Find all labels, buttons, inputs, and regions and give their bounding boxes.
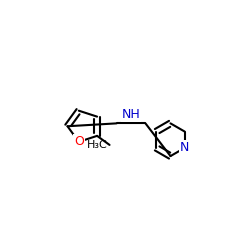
Text: NH: NH	[122, 108, 141, 122]
Text: H₃C: H₃C	[87, 140, 108, 150]
Text: O: O	[74, 135, 84, 148]
Text: N: N	[180, 142, 189, 154]
